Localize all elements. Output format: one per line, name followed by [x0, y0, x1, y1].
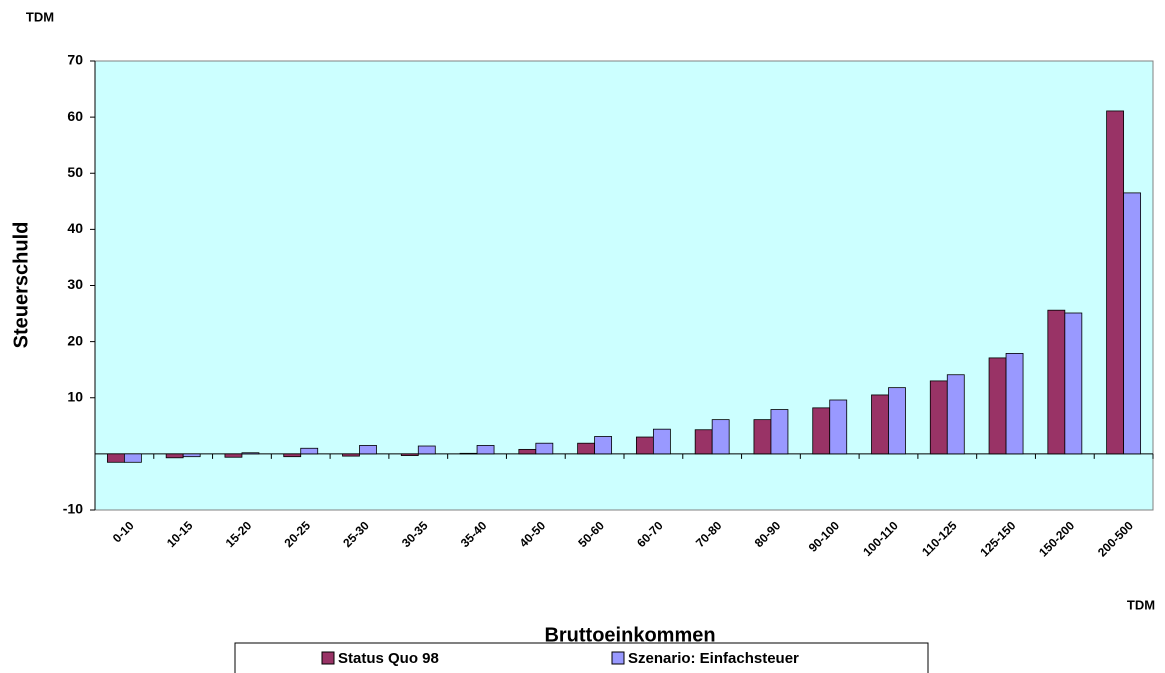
y-axis-title: Steuerschuld: [10, 222, 32, 349]
bar: [476, 445, 495, 455]
bar: [753, 419, 772, 455]
x-tick-label: 110-125: [919, 518, 960, 559]
x-tick-label: 70-80: [693, 518, 725, 550]
legend-label: Status Quo 98: [338, 650, 439, 667]
bar: [300, 447, 319, 455]
bar: [283, 453, 302, 458]
bar: [165, 453, 184, 459]
x-tick-label: 50-60: [575, 518, 607, 550]
bar: [1005, 353, 1024, 455]
x-tick-label: 40-50: [517, 518, 549, 550]
bar: [1106, 110, 1125, 455]
bar: [241, 452, 260, 455]
x-tick-label: 150-200: [1036, 518, 1077, 559]
bar: [946, 374, 965, 455]
y-tick-label: 40: [67, 220, 83, 236]
bar: [1047, 309, 1066, 455]
bar: [594, 436, 613, 455]
x-tick-label: 30-35: [399, 518, 431, 550]
y-unit: TDM: [26, 9, 54, 24]
bar: [635, 436, 654, 455]
bar: [829, 399, 848, 455]
legend-swatch: [611, 651, 625, 665]
bar: [535, 442, 554, 455]
y-tick-label: 50: [67, 164, 83, 180]
x-tick-label: 125-150: [977, 518, 1018, 559]
bar: [888, 387, 906, 455]
bar: [694, 429, 713, 455]
x-tick-label: 100-110: [860, 518, 901, 559]
bar: [182, 453, 201, 458]
bar: [929, 380, 948, 455]
legend-swatch: [321, 651, 335, 665]
plot-area: [94, 60, 1154, 511]
bar: [1123, 192, 1142, 455]
x-tick-label: 25-30: [340, 518, 372, 550]
x-tick-label: 35-40: [458, 518, 490, 550]
x-tick-label: 15-20: [223, 518, 255, 550]
bar: [417, 445, 436, 455]
bar: [812, 407, 831, 455]
y-tick-label: 70: [67, 52, 83, 68]
bar: [577, 442, 596, 455]
x-tick-label: 60-70: [634, 518, 666, 550]
bar: [359, 445, 377, 455]
x-tick-label: 10-15: [164, 518, 196, 550]
x-tick-label: 0-10: [110, 518, 137, 545]
bar: [652, 428, 671, 455]
bar: [342, 453, 360, 457]
bar: [988, 357, 1007, 455]
bar: [770, 409, 789, 455]
y-tick-label: 60: [67, 108, 83, 124]
bar: [711, 419, 730, 455]
x-tick-label: 90-100: [806, 518, 843, 555]
legend-label: Szenario: Einfachsteuer: [628, 650, 799, 667]
x-tick-label: 20-25: [281, 518, 313, 550]
y-tick-label: -10: [63, 501, 83, 517]
x-tick-label: 200-500: [1095, 518, 1136, 559]
y-tick-label: 10: [67, 388, 83, 404]
bar: [400, 453, 419, 456]
x-axis-title: Bruttoeinkommen: [544, 624, 715, 646]
bar: [518, 448, 537, 455]
bar: [1064, 312, 1083, 455]
x-unit: TDM: [1127, 597, 1155, 612]
y-tick-label: 20: [67, 332, 83, 348]
bar: [106, 453, 125, 463]
x-tick-label: 80-90: [752, 518, 784, 550]
legend-box: [234, 642, 929, 673]
bar: [459, 452, 478, 455]
bar: [123, 453, 142, 463]
bar: [224, 453, 243, 458]
y-tick-label: 30: [67, 276, 83, 292]
bar: [871, 394, 889, 455]
